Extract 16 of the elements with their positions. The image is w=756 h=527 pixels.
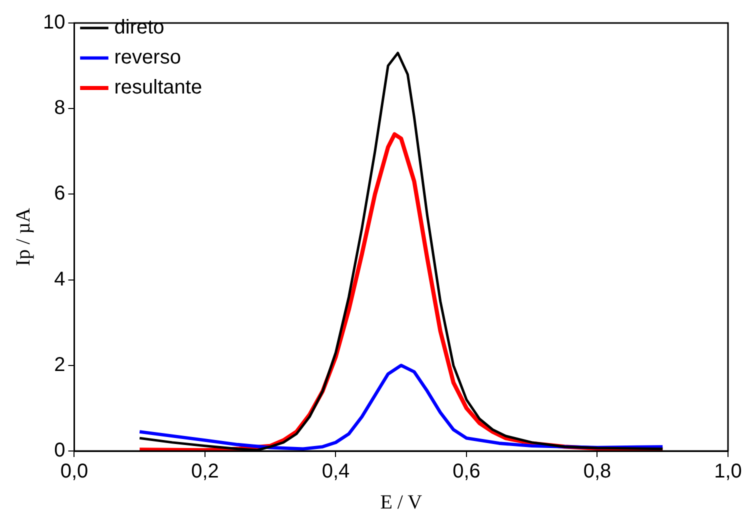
x-tick-label: 0,6 (452, 460, 480, 483)
x-tick-label: 0,8 (583, 460, 612, 483)
x-tick-label: 0,4 (322, 460, 350, 483)
y-tick-label: 8 (54, 97, 66, 120)
y-tick-label: 6 (54, 182, 66, 205)
y-axis-title: Ip / µA (12, 207, 34, 266)
x-tick-label: 0,2 (191, 460, 219, 483)
x-tick-label: 1,0 (714, 460, 742, 483)
x-axis-title: E / V (380, 491, 423, 514)
y-tick-label: 4 (54, 268, 66, 290)
x-tick-label: 0,0 (60, 460, 88, 483)
y-tick-label: 10 (42, 12, 66, 34)
legend-label: reverso (114, 46, 181, 69)
y-tick-label: 2 (54, 354, 66, 376)
legend-label: resultante (114, 76, 202, 99)
y-tick-label: 0 (54, 440, 66, 462)
